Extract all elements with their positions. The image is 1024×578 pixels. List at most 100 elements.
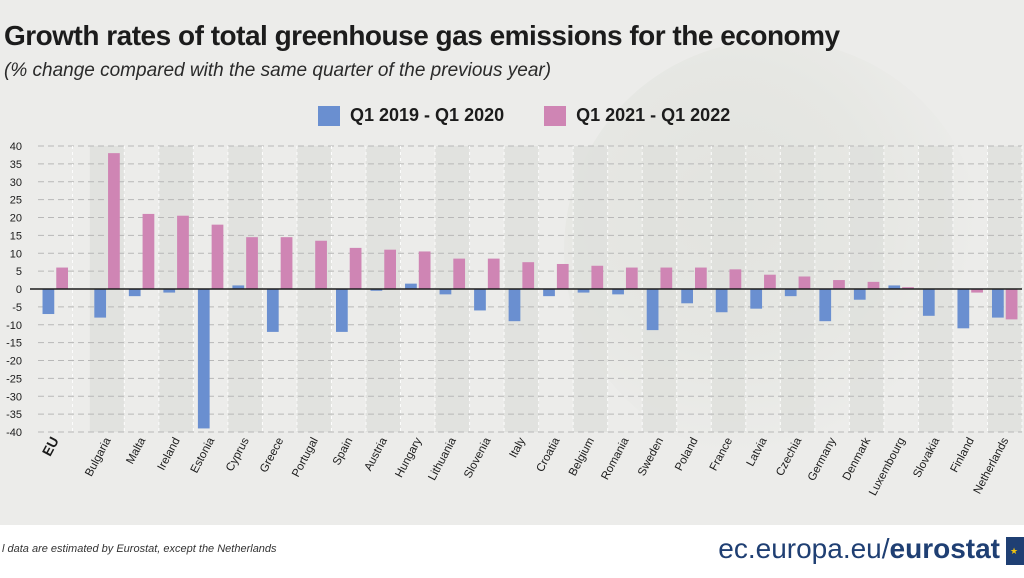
bar-series-2-estonia bbox=[211, 224, 224, 289]
bar-series-2-lithuania bbox=[453, 258, 466, 289]
x-tick-label-austria: Austria bbox=[363, 435, 391, 473]
bar-series-2-slovenia bbox=[487, 258, 500, 289]
bar-series-2-ireland bbox=[177, 215, 189, 289]
bar-series-2-latvia bbox=[764, 274, 776, 289]
bar-series-2-eu bbox=[56, 267, 69, 289]
bar-series-1-luxembourg bbox=[888, 285, 901, 289]
footer bbox=[0, 525, 1024, 578]
x-tick-label-italy: Italy bbox=[508, 436, 529, 460]
eurostat-brand: ec.europa.eu/eurostat bbox=[718, 533, 1000, 565]
bar-series-1-latvia bbox=[750, 289, 763, 309]
x-tick-label-luxembourg: Luxembourg bbox=[867, 436, 908, 498]
y-tick-label: 35 bbox=[10, 159, 22, 171]
x-tick-label-cyprus: Cyprus bbox=[224, 436, 252, 474]
legend-item-series-2: Q1 2021 - Q1 2022 bbox=[544, 105, 730, 126]
x-tick-label-latvia: Latvia bbox=[745, 435, 770, 468]
y-tick-label: 10 bbox=[10, 248, 22, 260]
background-decoration bbox=[564, 40, 984, 460]
x-tick-label-netherlands: Netherlands bbox=[972, 436, 1012, 497]
bar-series-2-cyprus bbox=[246, 237, 258, 289]
x-tick-label-finland: Finland bbox=[949, 436, 977, 475]
bar-series-2-greece bbox=[280, 237, 293, 289]
bar-series-1-eu bbox=[42, 289, 55, 315]
y-tick-label: -30 bbox=[6, 391, 22, 403]
x-tick-label-france: France bbox=[708, 436, 735, 473]
bar-series-2-belgium bbox=[591, 265, 604, 289]
brand-name: eurostat bbox=[889, 533, 1000, 564]
bar-series-2-germany bbox=[833, 280, 845, 289]
bar-series-1-ireland bbox=[163, 289, 176, 293]
y-tick-label: -20 bbox=[6, 356, 22, 368]
bar-series-1-romania bbox=[612, 289, 624, 295]
y-tick-label: -10 bbox=[6, 320, 22, 332]
bar-series-2-spain bbox=[349, 247, 362, 289]
y-tick-label: 0 bbox=[16, 284, 22, 296]
chart-subtitle: (% change compared with the same quarter… bbox=[4, 60, 552, 81]
bar-series-1-finland bbox=[957, 289, 970, 329]
x-tick-label-slovenia: Slovenia bbox=[462, 435, 494, 480]
y-tick-label: 25 bbox=[10, 195, 22, 207]
x-tick-label-germany: Germany bbox=[806, 436, 839, 484]
x-tick-label-czechia: Czechia bbox=[774, 435, 804, 478]
bar-series-1-malta bbox=[128, 289, 141, 297]
bar-series-2-poland bbox=[695, 267, 707, 289]
bar-series-2-denmark bbox=[867, 281, 880, 289]
legend-item-series-1: Q1 2019 - Q1 2020 bbox=[318, 105, 504, 126]
bar-series-1-hungary bbox=[405, 283, 417, 289]
bar-series-1-cyprus bbox=[232, 285, 245, 289]
bar-series-1-estonia bbox=[197, 289, 210, 429]
x-tick-label-hungary: Hungary bbox=[393, 436, 424, 480]
x-tick-label-greece: Greece bbox=[258, 436, 286, 475]
y-tick-label: 40 bbox=[10, 141, 22, 153]
legend-swatch-series-1 bbox=[318, 105, 340, 126]
bar-series-1-sweden bbox=[646, 289, 659, 331]
bar-series-1-germany bbox=[819, 289, 832, 322]
x-tick-label-malta: Malta bbox=[124, 435, 148, 466]
bar-series-2-austria bbox=[384, 249, 397, 289]
x-tick-label-spain: Spain bbox=[331, 436, 355, 468]
bar-series-2-czechia bbox=[798, 276, 811, 289]
bar-series-1-poland bbox=[681, 289, 693, 304]
bar-series-2-romania bbox=[625, 267, 638, 289]
bar-series-2-finland bbox=[971, 289, 983, 293]
x-tick-label-lithuania: Lithuania bbox=[426, 435, 459, 482]
bar-series-2-bulgaria bbox=[108, 153, 120, 289]
y-tick-label: 15 bbox=[10, 230, 22, 242]
x-tick-label-sweden: Sweden bbox=[636, 436, 666, 478]
y-tick-label: 20 bbox=[10, 213, 22, 225]
bar-series-2-france bbox=[729, 269, 742, 289]
bar-series-2-italy bbox=[522, 262, 535, 289]
eu-flag-icon: ★ bbox=[1006, 537, 1024, 565]
x-tick-label-eu: EU bbox=[39, 434, 62, 459]
bar-series-1-greece bbox=[266, 289, 279, 332]
bar-chart: 40 35 30 25 20 15 10 5 0 -5 -10 -15 -20 -25 -30 -35 -40 E… bbox=[6, 141, 1023, 498]
bar-series-1-croatia bbox=[543, 289, 555, 297]
bar-series-1-lithuania bbox=[439, 289, 452, 295]
chart-title: Growth rates of total greenhouse gas emi… bbox=[4, 20, 840, 51]
y-tick-label: -15 bbox=[6, 338, 22, 350]
legend-swatch-series-2 bbox=[544, 105, 567, 126]
y-tick-label: -35 bbox=[6, 409, 22, 421]
bar-series-1-czechia bbox=[784, 289, 797, 297]
footnote: l data are estimated by Eurostat, except… bbox=[2, 543, 277, 555]
bar-series-2-luxembourg bbox=[902, 287, 914, 289]
y-tick-label: -40 bbox=[6, 427, 22, 439]
x-tick-label-croatia: Croatia bbox=[535, 435, 563, 474]
x-tick-label-portugal: Portugal bbox=[290, 436, 321, 479]
bar-series-1-netherlands bbox=[991, 289, 1004, 318]
x-tick-label-romania: Romania bbox=[599, 435, 631, 482]
legend: Q1 2019 - Q1 2020 Q1 2021 - Q1 2022 bbox=[318, 105, 730, 126]
bar-series-1-bulgaria bbox=[94, 289, 107, 318]
bar-series-2-hungary bbox=[418, 251, 431, 289]
y-tick-label: 5 bbox=[16, 266, 22, 278]
x-tick-label-ireland: Ireland bbox=[156, 436, 183, 473]
x-tick-label-bulgaria: Bulgaria bbox=[83, 435, 114, 478]
legend-label-series-1: Q1 2019 - Q1 2020 bbox=[350, 105, 505, 125]
bar-series-1-austria bbox=[370, 289, 383, 291]
bar-series-1-france bbox=[715, 289, 728, 313]
x-tick-label-slovakia: Slovakia bbox=[911, 435, 942, 480]
y-tick-label: -5 bbox=[12, 302, 22, 314]
y-tick-label: 30 bbox=[10, 177, 22, 189]
x-tick-label-poland: Poland bbox=[673, 436, 700, 473]
bar-series-2-croatia bbox=[556, 263, 569, 289]
